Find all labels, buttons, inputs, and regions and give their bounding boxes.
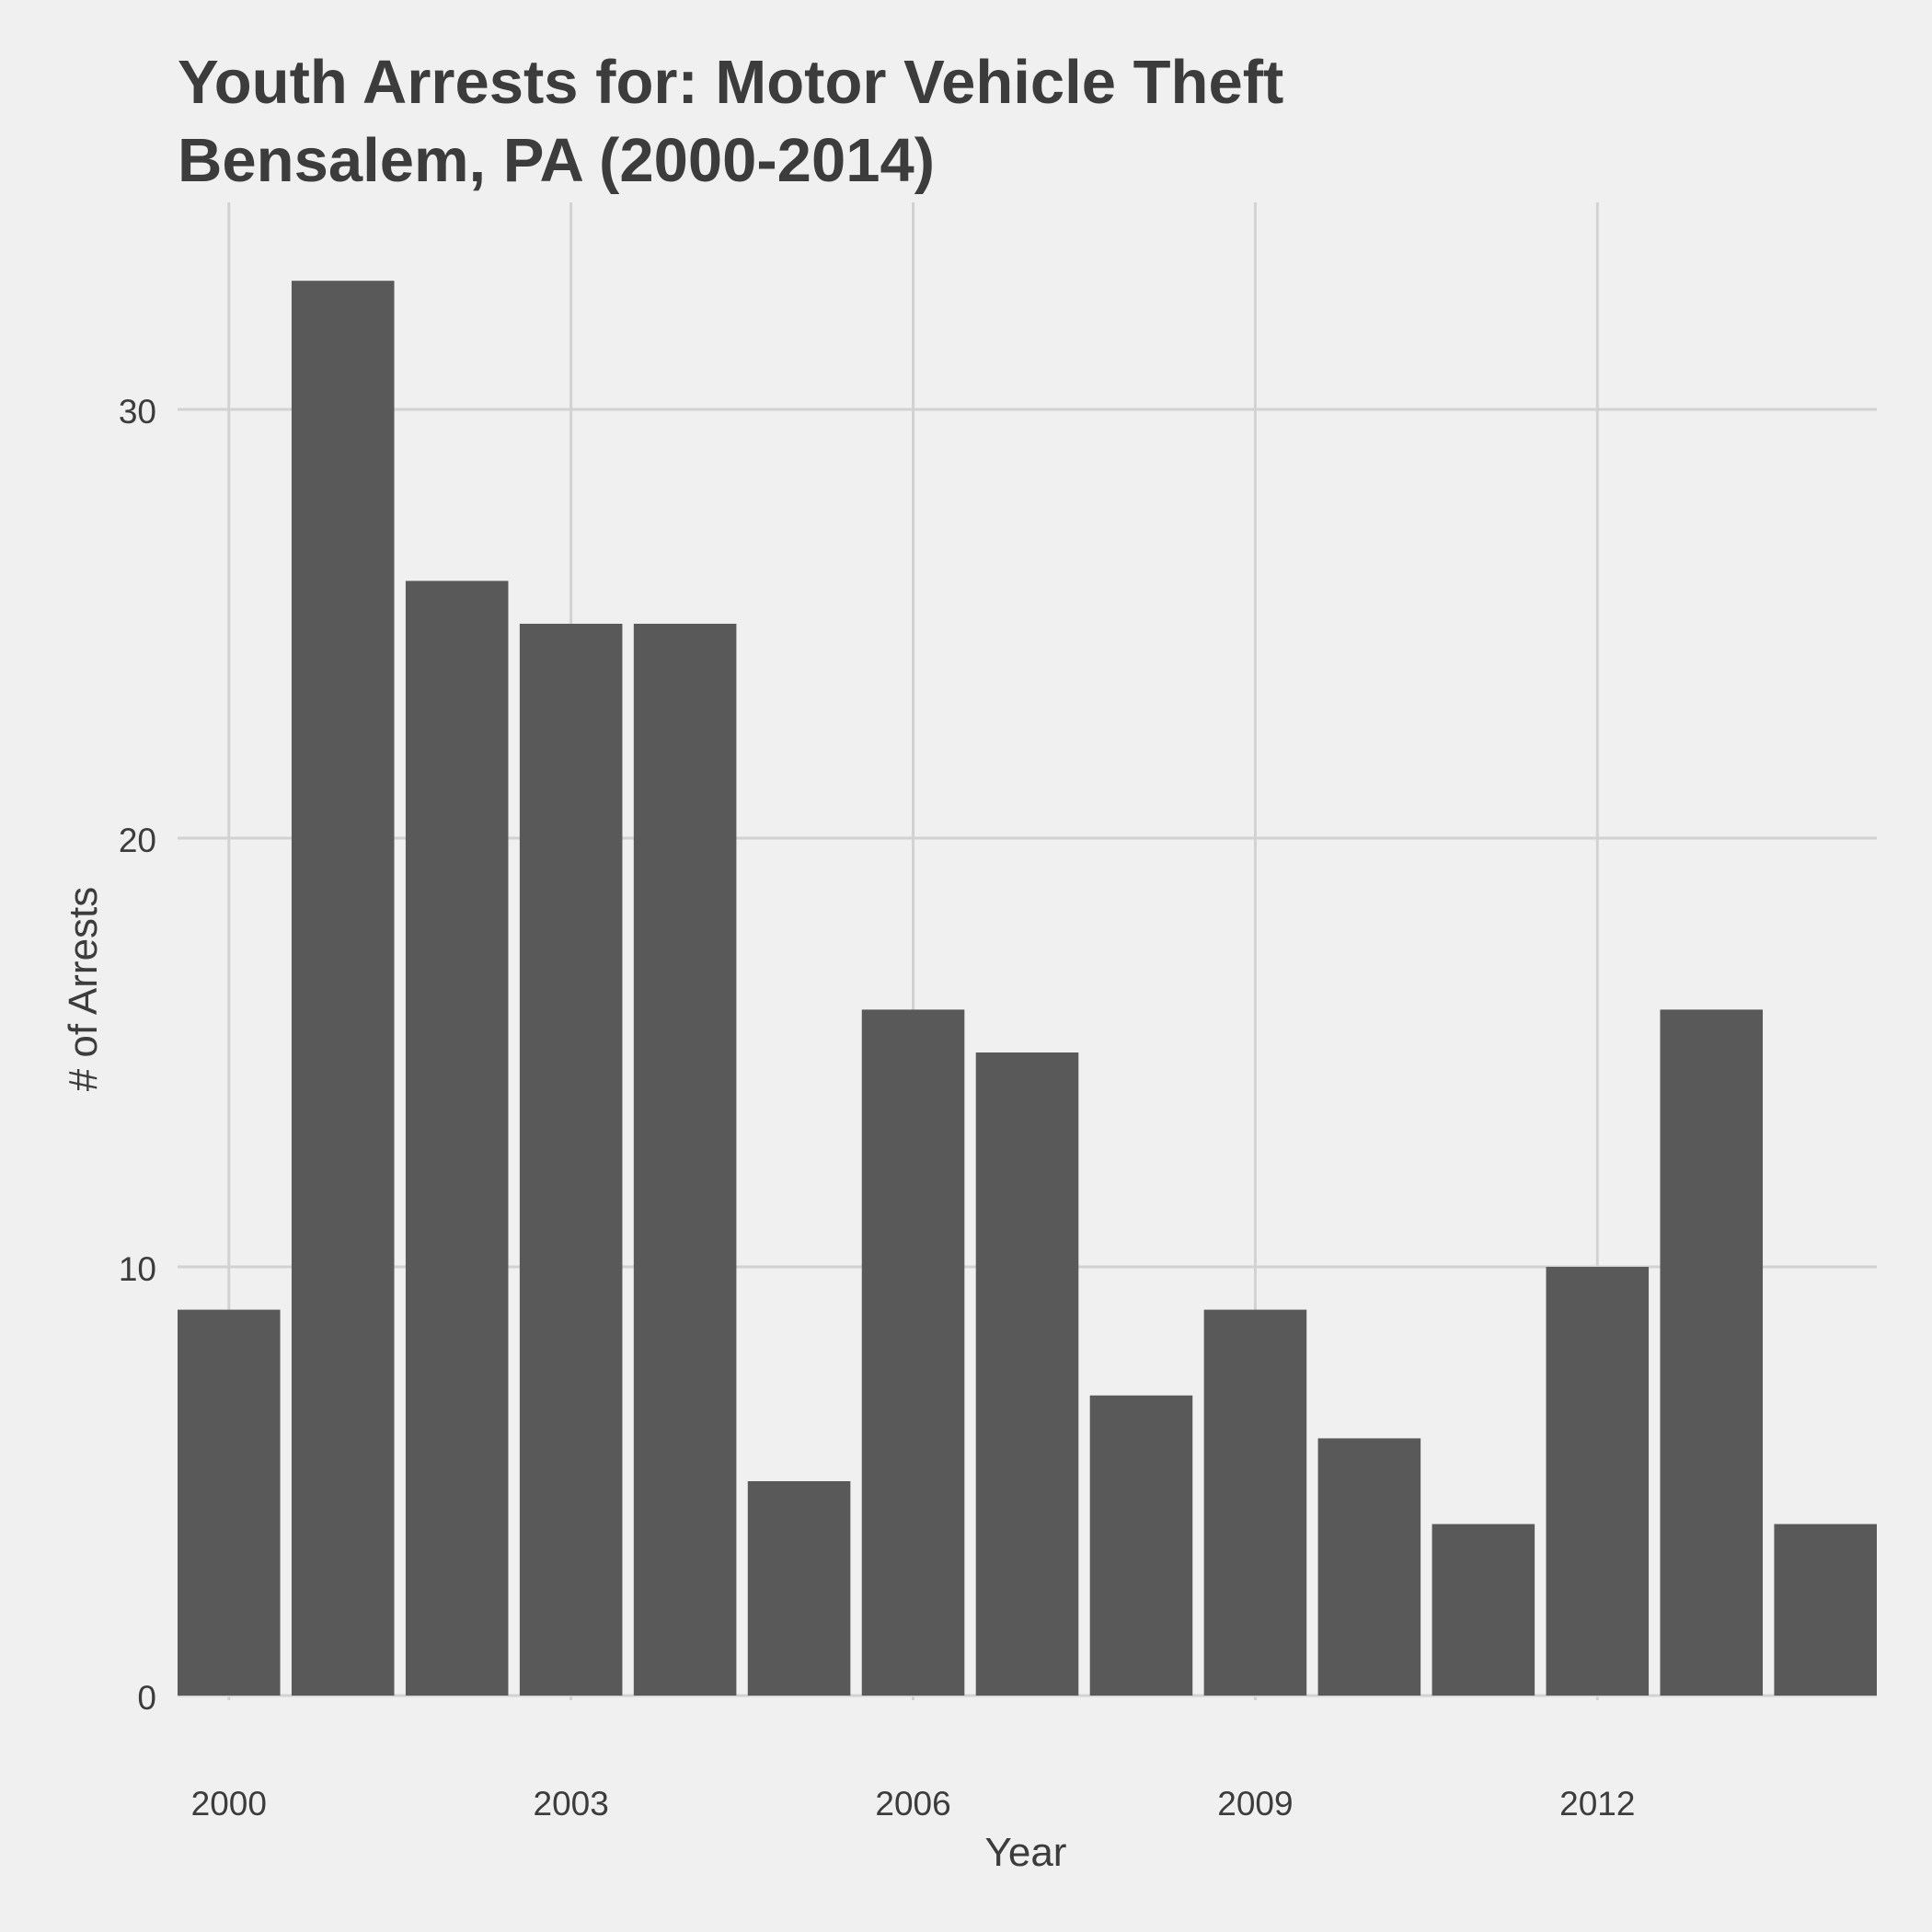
bar-2004	[633, 624, 737, 1696]
bar-2000	[178, 1309, 281, 1696]
x-axis-label: Year	[985, 1830, 1067, 1875]
x-tick-label-2006: 2006	[875, 1785, 950, 1823]
chart-title-line-1: Youth Arrests for: Motor Vehicle Theft	[178, 48, 1283, 117]
y-axis-label: # of Arrests	[61, 887, 106, 1092]
y-tick-label-10: 10	[119, 1250, 156, 1288]
bar-2010	[1317, 1438, 1421, 1696]
bar-2007	[975, 1052, 1079, 1696]
bar-2012	[1546, 1267, 1650, 1696]
y-tick-label-30: 30	[119, 393, 156, 431]
bar-2002	[405, 581, 509, 1696]
y-tick-label-20: 20	[119, 822, 156, 859]
x-tick-label-2000: 2000	[191, 1785, 267, 1823]
y-tick-label-0: 0	[137, 1679, 156, 1717]
chart-title-line-2: Bensalem, PA (2000-2014)	[178, 126, 935, 195]
x-tick-label-2009: 2009	[1217, 1785, 1293, 1823]
bar-2003	[519, 624, 623, 1696]
bar-2009	[1203, 1309, 1307, 1696]
bar-2005	[747, 1481, 851, 1696]
bar-2006	[861, 1009, 965, 1696]
bar-2008	[1089, 1395, 1193, 1696]
bar-2011	[1432, 1524, 1535, 1696]
x-tick-label-2003: 2003	[534, 1785, 609, 1823]
x-tick-label-2012: 2012	[1559, 1785, 1635, 1823]
tick-labels: 0 10 20 30 2000 2003 2006 2009 2012	[119, 393, 1636, 1823]
bar-2014	[1774, 1524, 1877, 1696]
bar-2001	[291, 281, 395, 1696]
bars	[178, 281, 1877, 1696]
bar-2013	[1660, 1009, 1764, 1696]
